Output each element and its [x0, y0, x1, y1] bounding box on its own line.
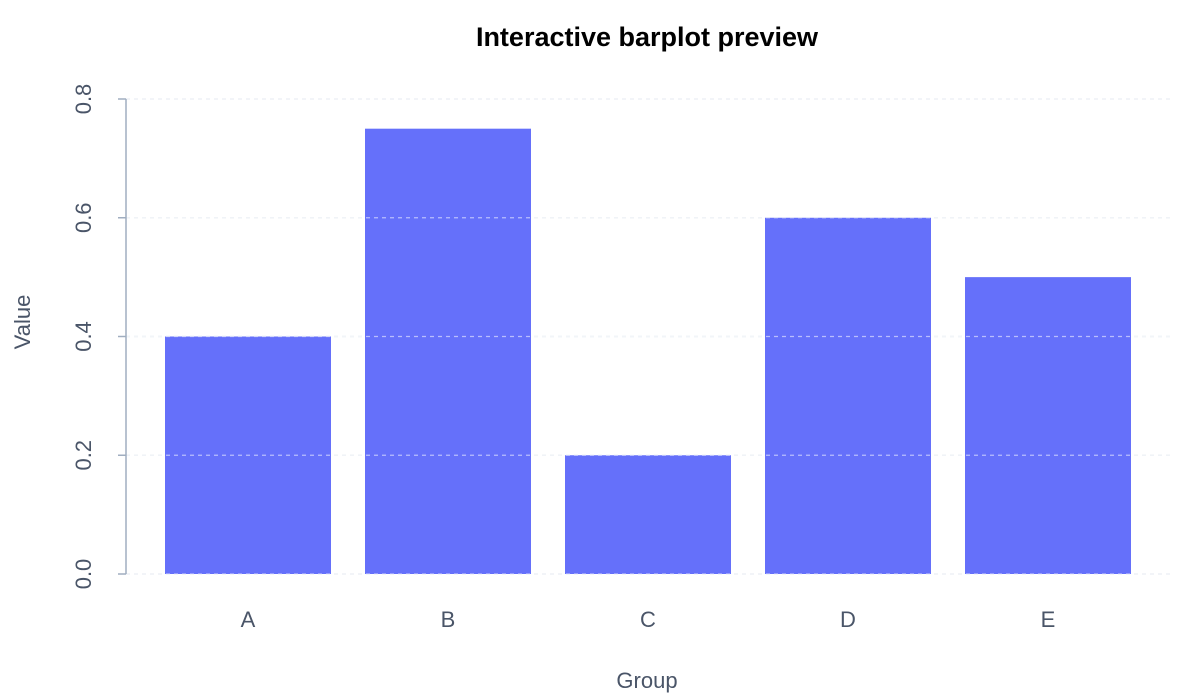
bar-e[interactable] — [965, 277, 1131, 574]
x-tick-label: D — [840, 607, 856, 632]
bars — [165, 128, 1131, 574]
y-tick-label: 0.2 — [71, 440, 96, 471]
x-tick-label: E — [1041, 607, 1056, 632]
x-tick-label: A — [241, 607, 256, 632]
y-tick-label: 0.6 — [71, 202, 96, 233]
x-tick-labels: A B C D E — [241, 607, 1056, 632]
bar-d[interactable] — [765, 217, 931, 574]
x-axis-label: Group — [616, 668, 677, 693]
bar-b[interactable] — [365, 128, 531, 574]
y-axis: 0.0 0.2 0.4 0.6 0.8 — [71, 84, 127, 590]
gridlines-overlay — [126, 98, 1170, 575]
chart-title: Interactive barplot preview — [476, 22, 819, 52]
bar-c[interactable] — [565, 455, 731, 574]
x-tick-label: C — [640, 607, 656, 632]
y-axis-label: Value — [10, 295, 35, 350]
y-tick-label: 0.0 — [71, 559, 96, 590]
y-tick-label: 0.4 — [71, 321, 96, 352]
y-tick-label: 0.8 — [71, 84, 96, 115]
x-tick-label: B — [441, 607, 456, 632]
